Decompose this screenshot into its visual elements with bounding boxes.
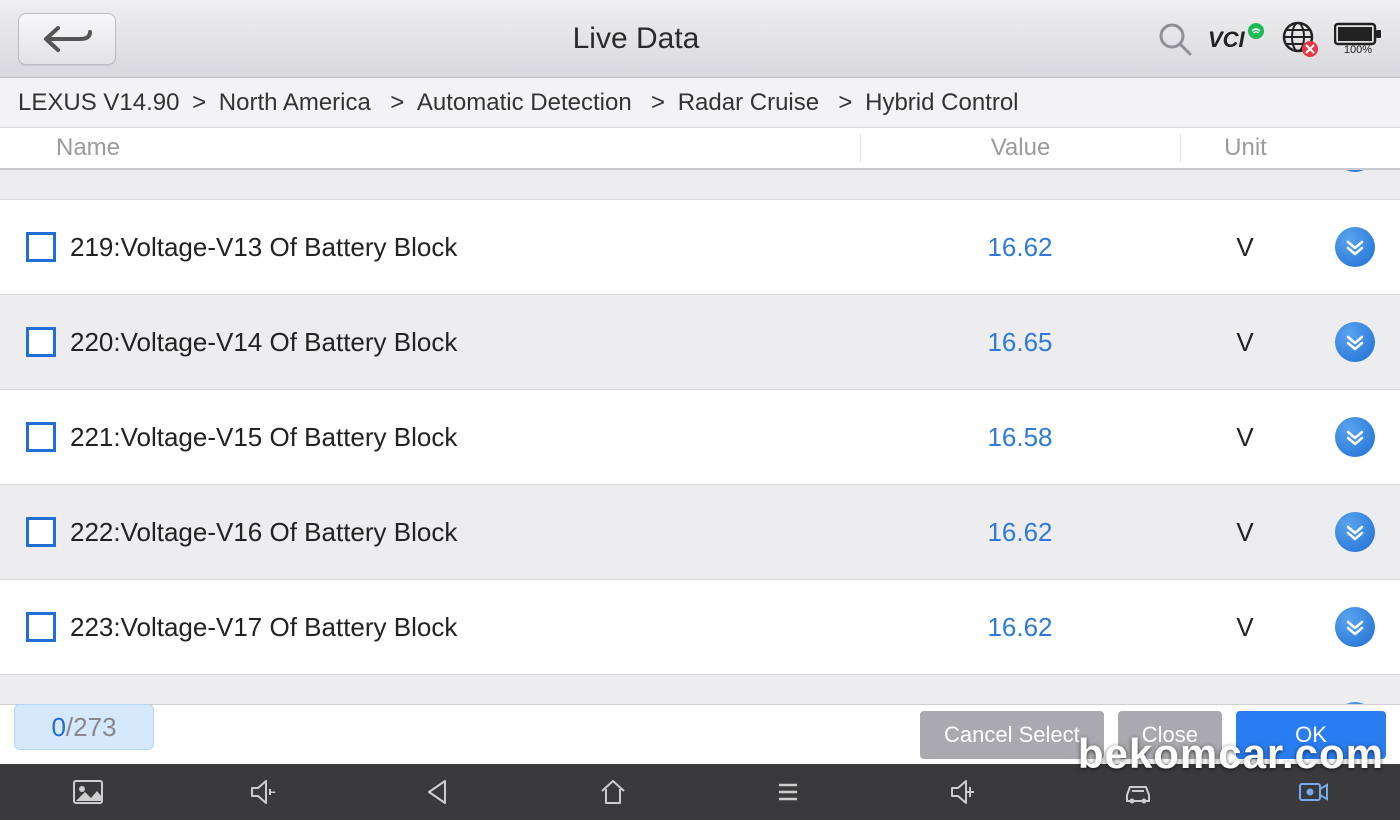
table-row[interactable]: 221:Voltage-V15 Of Battery Block16.58V [0,390,1400,485]
status-icons: VCI 100% [1156,19,1382,59]
row-unit: V [1180,517,1310,548]
expand-button[interactable] [1335,512,1375,552]
table-row[interactable]: 222:Voltage-V16 Of Battery Block16.62V [0,485,1400,580]
close-button[interactable]: Close [1118,711,1222,759]
row-value: 16.62 [860,232,1180,263]
back-arrow-icon [40,24,94,54]
breadcrumb-item[interactable]: Automatic Detection [417,89,632,117]
row-name: 220:Voltage-V14 Of Battery Block [70,327,860,358]
chevron-down-icon [1344,521,1366,543]
chevron-down-icon [1344,236,1366,258]
nav-back-icon[interactable] [378,775,498,809]
expand-button[interactable] [1335,227,1375,267]
android-navbar: - [0,764,1400,820]
breadcrumb-item[interactable]: North America [219,89,371,117]
vci-icon: VCI [1208,22,1266,56]
row-checkbox[interactable] [26,612,56,642]
row-unit: V [1180,232,1310,263]
table-row[interactable]: 223:Voltage-V17 Of Battery Block16.62V [0,580,1400,675]
nav-home-icon[interactable] [553,775,673,809]
footer-actions: Cancel Select Close OK [0,704,1400,764]
globe-error-icon [1280,19,1320,59]
row-name: 222:Voltage-V16 Of Battery Block [70,517,860,548]
row-value: 16.62 [860,612,1180,643]
svg-text:-: - [270,781,276,801]
breadcrumb-item[interactable]: LEXUS V14.90 [18,89,179,117]
column-name: Name [0,134,860,162]
chevron-down-icon [1344,616,1366,638]
expand-button[interactable] [1335,170,1375,172]
page-title: Live Data [116,22,1156,56]
row-name: 221:Voltage-V15 Of Battery Block [70,422,860,453]
battery-percent: 100% [1344,44,1372,56]
ok-button[interactable]: OK [1236,711,1386,759]
breadcrumb: LEXUS V14.90 > North America > Automatic… [0,78,1400,128]
row-value: 16.65 [860,327,1180,358]
row-value: 16.62 [860,517,1180,548]
top-bar: Live Data VCI 100% [0,0,1400,78]
expand-button[interactable] [1335,417,1375,457]
nav-car-icon[interactable] [1078,775,1198,809]
table-row[interactable]: 219:Voltage-V13 Of Battery Block16.62V [0,200,1400,295]
column-value: Value [860,134,1180,162]
counter-current: 0 [51,712,65,743]
selection-counter: 0/273 [14,704,154,750]
nav-record-icon[interactable] [1253,775,1373,809]
row-unit: V [1180,612,1310,643]
row-unit: V [1180,327,1310,358]
chevron-down-icon [1344,331,1366,353]
back-button[interactable] [18,13,116,65]
data-rows[interactable]: 218:Voltage-V12 Of Battery Block16.62V21… [0,170,1400,704]
table-row[interactable]: 218:Voltage-V12 Of Battery Block16.62V [0,170,1400,200]
row-name: 223:Voltage-V17 Of Battery Block [70,612,860,643]
nav-gallery-icon[interactable] [28,775,148,809]
row-value: 16.58 [860,422,1180,453]
row-checkbox[interactable] [26,232,56,262]
table-row[interactable]: 220:Voltage-V14 Of Battery Block16.65V [0,295,1400,390]
breadcrumb-item[interactable]: Radar Cruise [678,89,819,117]
row-name: 219:Voltage-V13 Of Battery Block [70,232,860,263]
counter-total: 273 [73,712,116,743]
breadcrumb-item[interactable]: Hybrid Control [865,89,1018,117]
row-checkbox[interactable] [26,327,56,357]
column-header: Name Value Unit [0,128,1400,170]
battery-icon [1334,22,1382,46]
expand-button[interactable] [1335,607,1375,647]
row-checkbox[interactable] [26,422,56,452]
row-unit: V [1180,422,1310,453]
nav-menu-icon[interactable] [728,775,848,809]
nav-volume-down-icon[interactable]: - [203,775,323,809]
row-checkbox[interactable] [26,517,56,547]
table-row[interactable]: 224:Voltage Of Auxiliary Battery14.30V [0,675,1400,704]
search-icon[interactable] [1156,20,1194,58]
cancel-select-button[interactable]: Cancel Select [920,711,1104,759]
nav-volume-up-icon[interactable] [903,775,1023,809]
expand-button[interactable] [1335,322,1375,362]
chevron-down-icon [1344,426,1366,448]
svg-text:VCI: VCI [1208,27,1246,52]
column-unit: Unit [1180,134,1310,162]
